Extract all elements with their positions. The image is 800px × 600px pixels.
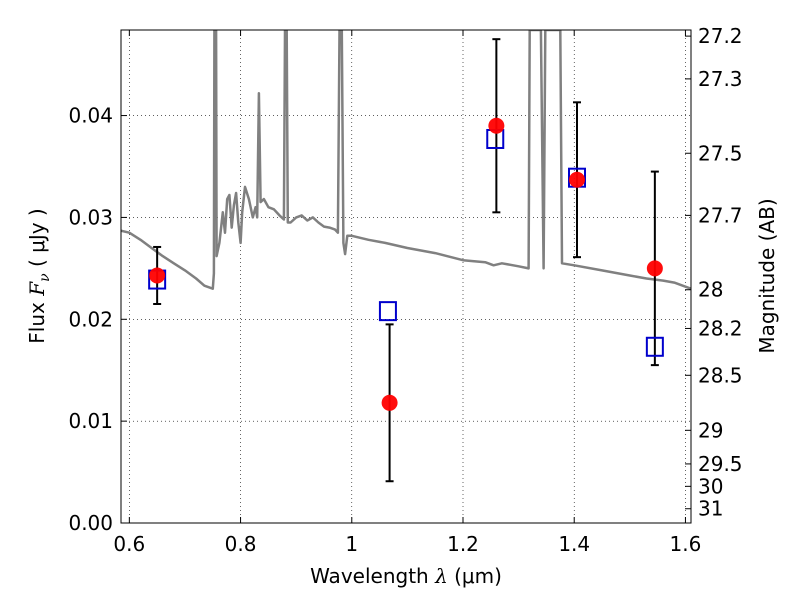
- observed-flux-point: [488, 117, 505, 134]
- x-tick-label: 1.2: [447, 532, 479, 556]
- y2-tick-label: 30: [698, 474, 723, 498]
- x-tick-label: 0.6: [113, 532, 145, 556]
- y-tick-label: 0.03: [68, 205, 113, 229]
- observed-flux-point: [381, 394, 398, 411]
- y-tick-label: 0.02: [68, 307, 113, 331]
- y2-tick-label: 31: [698, 497, 723, 521]
- y2-tick-label: 28: [698, 278, 723, 302]
- y2-axis-title: Magnitude (AB): [755, 198, 779, 353]
- grid: [121, 30, 691, 524]
- y2-tick-label: 27.2: [698, 24, 743, 48]
- y2-tick-label: 27.3: [698, 67, 743, 91]
- observed-flux-point: [149, 267, 166, 284]
- y2-tick-label: 28.5: [698, 363, 743, 387]
- observed-flux-point: [569, 171, 585, 188]
- y2-tick-label: 27.7: [698, 203, 743, 227]
- tick-labels: 0.6 0.8 1 1.2 1.4 1.6 0.00 0.01 0.02 0.03 0.04 27.2…: [68, 24, 742, 556]
- model-photometry-square: [378, 301, 397, 322]
- observed-flux-point: [646, 260, 663, 277]
- model-spectrum-layer: [121, 30, 691, 290]
- plot-frame: [120, 29, 692, 524]
- y-axis-title: Flux Fν ( μJy ): [25, 208, 53, 343]
- x-tick-label: 1.4: [558, 532, 590, 556]
- axis-ticks: [121, 30, 691, 524]
- y2-tick-label: 29: [698, 418, 723, 442]
- observed-points-layer: [149, 117, 663, 411]
- y2-tick-label: 29.5: [698, 452, 743, 476]
- x-tick-label: 0.8: [225, 532, 257, 556]
- model-spectrum-line: [121, 30, 691, 290]
- x-tick-label: 1.6: [670, 532, 702, 556]
- x-axis-title: Wavelength λ (μm): [310, 564, 502, 588]
- errorbar-layer: [153, 38, 659, 483]
- y-tick-label: 0.04: [68, 104, 113, 128]
- model-photometry-square: [645, 336, 664, 357]
- y-tick-label: 0.01: [68, 409, 113, 433]
- model-photometry-layer: [148, 128, 664, 357]
- y2-tick-label: 28.2: [698, 316, 743, 340]
- y-tick-label: 0.00: [68, 511, 113, 535]
- x-tick-label: 1: [345, 532, 358, 556]
- y2-tick-label: 27.5: [698, 141, 743, 165]
